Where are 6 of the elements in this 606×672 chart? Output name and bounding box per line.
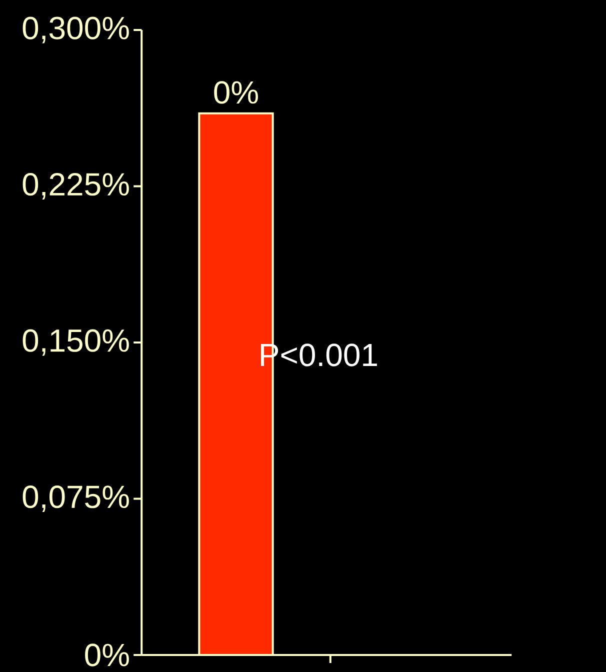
data-label: 0% — [214, 81, 258, 104]
y-tick-label: 0,300% — [22, 16, 129, 44]
y-tick-label: 0,225% — [22, 173, 129, 200]
y-tick-label: 0,150% — [22, 329, 129, 356]
y-tick-label: 0,075% — [22, 486, 129, 512]
y-tick-label: 0% — [85, 644, 129, 666]
